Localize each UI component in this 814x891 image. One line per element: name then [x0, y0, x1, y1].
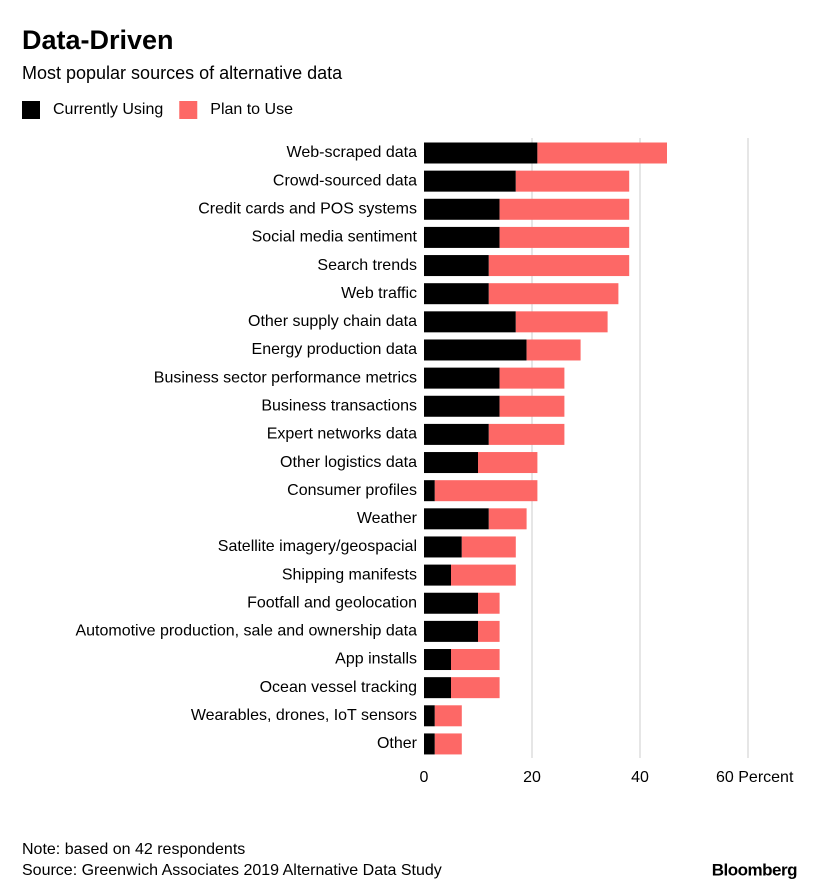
x-tick-label: 20 — [523, 769, 541, 786]
bar — [488, 508, 527, 530]
y-tick-label: Shipping manifests — [282, 566, 417, 583]
note: Note: based on 42 respondents — [22, 841, 245, 858]
bar — [451, 677, 500, 699]
bar — [515, 170, 630, 192]
bar — [424, 198, 500, 220]
bar — [478, 452, 538, 474]
y-tick-label: Business sector performance metrics — [154, 369, 417, 386]
bar — [499, 367, 565, 389]
bar — [424, 620, 478, 642]
bar — [488, 423, 565, 445]
chart-title: Data-Driven — [22, 25, 174, 55]
bar — [424, 170, 516, 192]
bar — [424, 705, 435, 727]
bar — [424, 395, 500, 417]
bar — [424, 311, 516, 333]
bar — [424, 142, 538, 164]
y-tick-label: Credit cards and POS systems — [198, 200, 417, 217]
bar — [424, 536, 462, 558]
bar — [434, 705, 462, 727]
y-tick-label: Footfall and geolocation — [247, 594, 417, 611]
y-tick-label: Other supply chain data — [248, 313, 417, 330]
bar — [461, 536, 516, 558]
y-tick-label: Automotive production, sale and ownershi… — [75, 623, 417, 640]
bar — [424, 255, 489, 277]
x-tick-label: 40 — [631, 769, 649, 786]
y-tick-label: Web-scraped data — [287, 144, 418, 161]
y-tick-label: Other — [377, 735, 418, 752]
bar — [434, 480, 538, 502]
bar — [424, 480, 435, 502]
legend-label: Plan to Use — [210, 101, 293, 118]
y-tick-label: Weather — [357, 510, 418, 527]
bar — [434, 733, 462, 755]
bar — [424, 226, 500, 248]
y-tick-label: App installs — [335, 651, 417, 668]
y-tick-label: Crowd-sourced data — [273, 172, 417, 189]
y-tick-label: Other logistics data — [280, 454, 417, 471]
bar — [526, 339, 581, 361]
bar — [424, 733, 435, 755]
y-tick-label: Social media sentiment — [252, 229, 418, 246]
bar — [515, 311, 608, 333]
brand: Bloomberg — [712, 860, 797, 879]
source: Source: Greenwich Associates 2019 Altern… — [22, 862, 442, 879]
bar — [424, 508, 489, 530]
bar — [424, 339, 527, 361]
x-tick-label: 60 Percent — [716, 769, 794, 786]
legend-swatch — [179, 101, 198, 119]
bar — [451, 564, 516, 586]
legend-swatch — [22, 101, 40, 119]
legend-label: Currently Using — [53, 101, 163, 118]
y-tick-label: Energy production data — [252, 341, 418, 358]
y-tick-label: Search trends — [317, 257, 417, 274]
y-tick-label: Satellite imagery/geospacial — [218, 538, 417, 555]
bar — [424, 452, 478, 474]
bar — [499, 226, 630, 248]
y-tick-label: Consumer profiles — [287, 482, 417, 499]
bar — [424, 423, 489, 445]
y-tick-label: Ocean vessel tracking — [260, 679, 417, 696]
y-tick-label: Web traffic — [341, 285, 417, 302]
bar — [499, 395, 565, 417]
bar — [424, 367, 500, 389]
bar — [488, 283, 619, 305]
bar — [424, 564, 451, 586]
y-tick-label: Expert networks data — [267, 426, 417, 443]
bar — [478, 620, 500, 642]
bar — [424, 283, 489, 305]
bar — [488, 255, 630, 277]
x-tick-label: 0 — [420, 769, 429, 786]
bar — [499, 198, 630, 220]
chart-subtitle: Most popular sources of alternative data — [22, 63, 343, 83]
y-tick-label: Wearables, drones, IoT sensors — [191, 707, 417, 724]
bar — [424, 592, 478, 614]
bar — [537, 142, 667, 164]
y-tick-label: Business transactions — [261, 397, 417, 414]
bar — [424, 677, 451, 699]
bar — [424, 649, 451, 671]
bar — [451, 649, 500, 671]
bar — [478, 592, 500, 614]
